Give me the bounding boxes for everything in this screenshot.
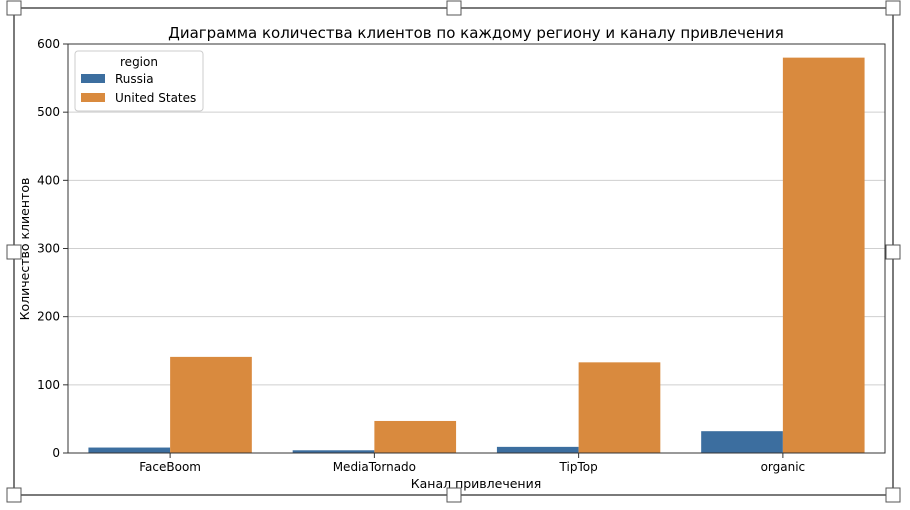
bar-russia-faceboom [88,447,171,453]
bar-united-states-organic [782,57,865,454]
y-tick-label: 600 [37,37,60,51]
legend: region Russia United States [74,50,204,112]
legend-title: region [120,55,158,69]
y-axis-label: Количество клиентов [17,178,32,321]
bar-russia-organic [701,431,783,453]
resize-handle-middle-left[interactable] [6,244,22,260]
bar-united-states-tiptop [578,362,661,453]
y-tick-label: 500 [37,105,60,119]
resize-handle-bottom-left[interactable] [6,487,22,503]
bar-russia-tiptop [496,446,579,453]
legend-swatch-united-states [81,93,105,102]
y-axis: 0 100 200 300 400 500 600 [37,37,68,460]
x-tick-label: TipTop [559,460,598,474]
y-tick-label: 100 [37,378,60,392]
chart-title: Диаграмма количества клиентов по каждому… [168,24,784,42]
x-axis: FaceBoom MediaTornado TipTop organic [139,453,805,474]
y-tick-label: 400 [37,173,60,187]
bar-united-states-mediatornado [374,420,457,453]
x-tick-label: FaceBoom [139,460,201,474]
resize-handle-middle-right[interactable] [885,244,901,260]
x-axis-label: Канал привлечения [411,476,542,491]
legend-frame [74,50,204,112]
y-tick-label: 0 [52,446,60,460]
resize-handle-top-right[interactable] [885,0,901,16]
bar-united-states-faceboom [170,356,252,453]
resize-handle-bottom-right[interactable] [885,487,901,503]
y-tick-label: 300 [37,242,60,256]
plot-area: 0 100 200 300 400 500 600 FaceBoom MediaTornado… [37,37,886,474]
x-tick-label: MediaTornado [333,460,416,474]
y-tick-label: 200 [37,310,60,324]
legend-swatch-russia [81,74,105,83]
resize-handle-top-middle[interactable] [446,0,462,16]
bar-russia-mediatornado [292,450,375,453]
bars [88,57,865,454]
resize-handle-top-left[interactable] [6,0,22,16]
x-tick-label: organic [761,460,806,474]
legend-label-united-states: United States [115,91,196,105]
resize-handle-bottom-middle[interactable] [446,487,462,503]
legend-label-russia: Russia [115,72,154,86]
